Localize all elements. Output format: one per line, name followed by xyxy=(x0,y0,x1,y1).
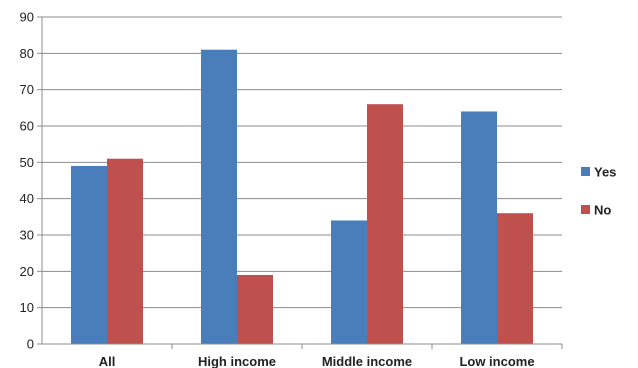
y-tick-label: 0 xyxy=(27,337,34,352)
y-tick-label: 10 xyxy=(20,300,34,315)
y-tick-label: 40 xyxy=(20,191,34,206)
y-tick-label: 70 xyxy=(20,82,34,97)
bar-no-all xyxy=(107,158,143,344)
legend-swatch-yes xyxy=(581,167,590,176)
x-category-label: High income xyxy=(198,354,276,368)
bar-yes-high-income xyxy=(201,49,237,344)
y-tick-label: 30 xyxy=(20,228,34,243)
bar-no-middle-income xyxy=(367,104,403,344)
y-tick-label: 20 xyxy=(20,264,34,279)
x-category-label: All xyxy=(99,354,116,368)
y-tick-label: 90 xyxy=(20,10,34,25)
bar-yes-middle-income xyxy=(331,220,367,344)
y-axis-tick-labels: 0 10 20 30 40 50 60 70 80 90 xyxy=(20,10,34,352)
bar-no-high-income xyxy=(237,274,273,344)
legend-label-no: No xyxy=(594,203,611,218)
y-tick-label: 50 xyxy=(20,155,34,170)
x-category-label: Low income xyxy=(459,354,534,368)
bars xyxy=(71,49,533,344)
legend-label-yes: Yes xyxy=(594,165,616,180)
legend-swatch-no xyxy=(581,205,590,214)
x-axis-category-labels: All High income Middle income Low income xyxy=(99,354,535,368)
y-tick-label: 80 xyxy=(20,46,34,61)
bar-yes-low-income xyxy=(461,111,497,344)
bar-yes-all xyxy=(71,165,107,344)
bar-no-low-income xyxy=(497,213,533,344)
y-tick-label: 60 xyxy=(20,119,34,134)
legend: Yes No xyxy=(581,165,616,218)
x-category-label: Middle income xyxy=(322,354,412,368)
